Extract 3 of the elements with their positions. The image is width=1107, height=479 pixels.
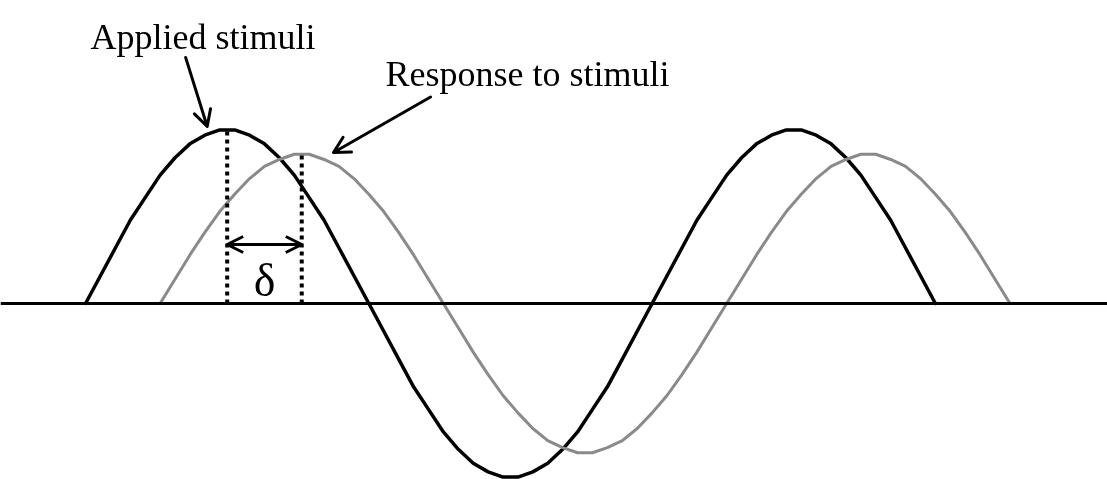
text: Response to stimuli bbox=[385, 54, 670, 95]
text: Applied stimuli bbox=[90, 17, 316, 58]
annotation: δ bbox=[253, 255, 276, 307]
